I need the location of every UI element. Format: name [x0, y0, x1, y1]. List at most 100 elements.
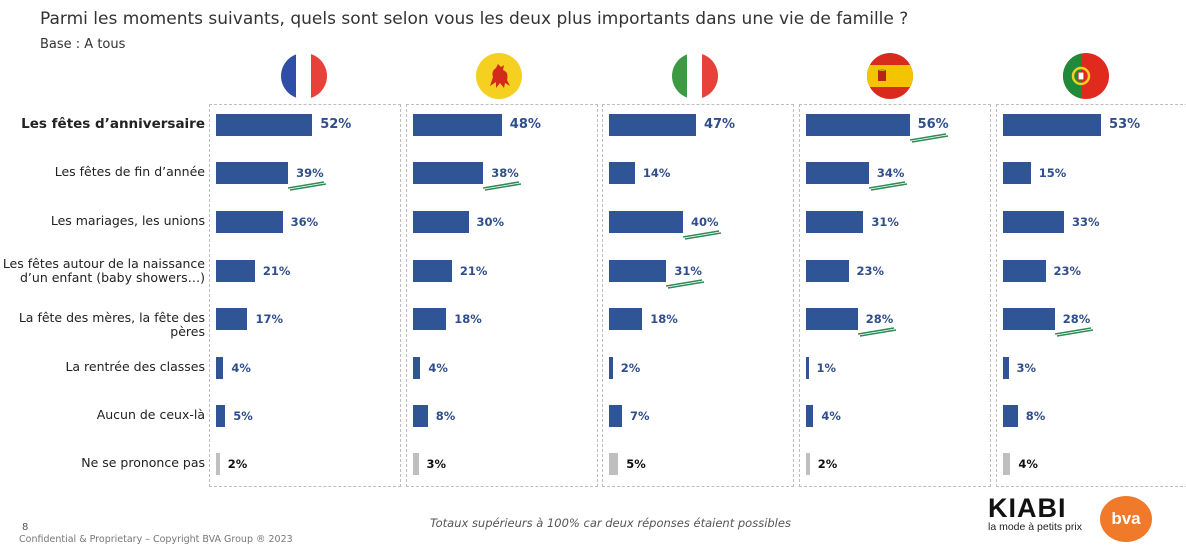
bar — [806, 211, 864, 233]
bar — [1003, 260, 1046, 282]
bar — [609, 405, 622, 427]
data-label: 15% — [1038, 166, 1067, 180]
bar — [413, 357, 421, 379]
significance-marker — [666, 279, 705, 289]
page-title: Parmi les moments suivants, quels sont s… — [40, 9, 909, 29]
data-label: 14% — [642, 166, 671, 180]
data-label: 23% — [1053, 264, 1082, 278]
bar — [609, 453, 619, 475]
category-label: La fête des mères, la fête des pères — [18, 310, 205, 339]
data-label: 8% — [435, 409, 456, 423]
data-label: 38% — [491, 166, 519, 180]
bar — [216, 162, 289, 184]
data-label: 52% — [320, 117, 352, 132]
category-label: Aucun de ceux-là — [96, 407, 205, 422]
bar — [609, 211, 683, 233]
bar — [216, 357, 224, 379]
italy-flag-icon — [672, 53, 718, 99]
bar — [806, 162, 869, 184]
data-label: 40% — [691, 215, 719, 229]
data-label: 2% — [817, 457, 838, 471]
bar — [806, 357, 809, 379]
data-label: 3% — [426, 457, 447, 471]
data-label: 18% — [650, 312, 678, 326]
bar — [1003, 114, 1102, 136]
france-flag-icon — [281, 53, 327, 99]
bar — [413, 114, 502, 136]
bar — [1003, 308, 1055, 330]
significance-marker — [868, 181, 908, 191]
page-number: 8 — [22, 522, 29, 533]
wallonia-flag-icon — [476, 53, 522, 99]
bva-logo: bva — [1100, 496, 1152, 542]
country-panel — [406, 104, 598, 487]
significance-marker — [857, 327, 896, 337]
significance-marker — [683, 230, 722, 240]
bar — [806, 405, 814, 427]
data-label: 56% — [917, 117, 949, 132]
data-label: 4% — [428, 361, 448, 375]
bar — [216, 114, 313, 136]
category-label: Les fêtes de fin d’année — [54, 164, 205, 179]
significance-marker — [483, 181, 522, 191]
kiabi-logo: KIABI la mode à petits prix — [988, 493, 1082, 534]
footnote: Totaux supérieurs à 100% car deux répons… — [430, 516, 791, 530]
bar — [609, 357, 613, 379]
category-label: La rentrée des classes — [65, 359, 205, 374]
data-label: 39% — [296, 166, 324, 180]
data-label: 4% — [231, 361, 251, 375]
bar — [806, 453, 810, 475]
data-label: 5% — [233, 409, 253, 423]
data-label: 2% — [227, 457, 248, 471]
base-label: Base : A tous — [40, 37, 126, 52]
bar — [413, 162, 484, 184]
country-panel — [799, 104, 991, 487]
data-label: 4% — [821, 409, 841, 423]
bar — [1003, 162, 1031, 184]
data-label: 47% — [703, 117, 736, 132]
data-label: 1% — [816, 361, 837, 375]
bar — [216, 405, 226, 427]
data-label: 36% — [290, 215, 319, 229]
category-label: Les mariages, les unions — [50, 213, 205, 228]
confidential-notice: Confidential & Proprietary – Copyright B… — [19, 534, 293, 545]
data-label: 2% — [620, 361, 641, 375]
significance-marker — [288, 181, 327, 191]
bar — [1003, 453, 1011, 475]
data-label: 28% — [1062, 312, 1091, 326]
data-label: 53% — [1109, 117, 1141, 132]
data-label: 4% — [1018, 457, 1038, 471]
category-label: Les fêtes autour de la naissance d’un en… — [2, 256, 205, 285]
data-label: 7% — [629, 409, 650, 423]
data-label: 5% — [626, 457, 646, 471]
bar — [806, 260, 849, 282]
significance-marker — [909, 133, 948, 143]
bar — [1003, 211, 1065, 233]
data-label: 21% — [262, 264, 291, 278]
country-panel — [209, 104, 401, 487]
bar — [413, 453, 419, 475]
bar — [413, 405, 428, 427]
data-label: 30% — [476, 215, 505, 229]
portugal-flag-icon — [1063, 53, 1109, 99]
data-label: 48% — [509, 117, 541, 132]
bar — [216, 211, 283, 233]
bar — [216, 453, 220, 475]
bar — [413, 260, 452, 282]
kiabi-tagline: la mode à petits prix — [988, 521, 1082, 533]
kiabi-wordmark: KIABI — [988, 493, 1067, 523]
bar — [609, 162, 635, 184]
data-label: 18% — [454, 312, 482, 326]
data-label: 28% — [865, 312, 894, 326]
bar — [609, 308, 643, 330]
bar — [806, 114, 910, 136]
significance-marker — [1054, 327, 1093, 337]
data-label: 17% — [255, 312, 283, 326]
category-label: Ne se prononce pas — [81, 455, 205, 470]
data-label: 33% — [1072, 215, 1100, 229]
data-label: 21% — [459, 264, 488, 278]
spain-flag-icon — [867, 53, 913, 99]
bar — [413, 211, 469, 233]
bar — [1003, 357, 1009, 379]
data-label: 31% — [871, 215, 899, 229]
